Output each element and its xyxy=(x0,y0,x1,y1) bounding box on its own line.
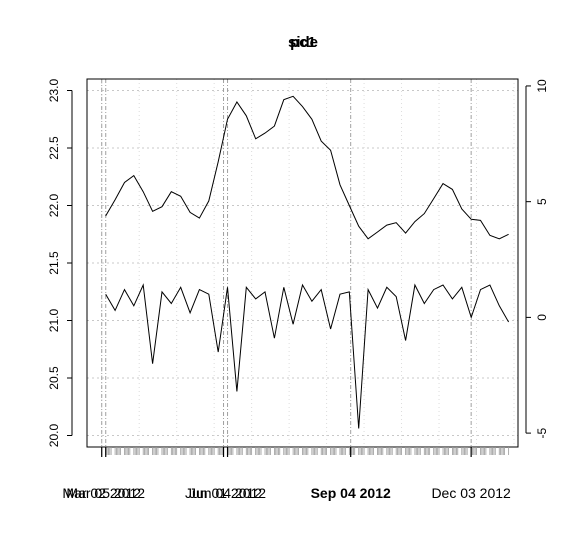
left-tick-label-2: 21.0 xyxy=(47,308,61,332)
left-tick-label-1: 20.5 xyxy=(47,366,61,390)
x-tick-label-2: Jun 01 2012 xyxy=(185,485,262,501)
x-tick-label-4: Sep 04 2012 xyxy=(311,485,391,501)
right-tick-label-2: 5 xyxy=(535,198,549,205)
right-tick-label-3: 10 xyxy=(535,79,549,93)
chart-title-pc1: pc1 xyxy=(290,34,316,51)
series-line-0 xyxy=(105,95,509,240)
right-y-axis: -5 0 5 10 xyxy=(525,79,549,438)
left-tick-label-0: 20.0 xyxy=(47,423,61,447)
left-tick-label-4: 22.0 xyxy=(47,193,61,217)
x-tick-label-1: Mar 05 2012 xyxy=(66,485,145,501)
left-y-axis: 20.0 20.5 21.0 21.5 22.0 22.5 23.0 xyxy=(47,78,73,447)
x-tick-label-0: Mar 02 2012 xyxy=(62,485,141,501)
chart-title: pc1 side xyxy=(288,34,318,51)
x-tick-label-3: Jun 04 2012 xyxy=(189,485,266,501)
series-line-1 xyxy=(105,283,510,429)
grid-lines xyxy=(87,79,518,447)
left-tick-label-6: 23.0 xyxy=(47,78,61,102)
series-lines xyxy=(105,95,510,429)
right-tick-label-0: -5 xyxy=(535,427,549,438)
right-tick-label-1: 0 xyxy=(535,314,549,321)
x-tick-label-5: Dec 03 2012 xyxy=(431,485,511,501)
left-tick-label-3: 21.5 xyxy=(47,251,61,275)
left-tick-label-5: 22.5 xyxy=(47,136,61,160)
chart-title-side: side xyxy=(288,34,318,51)
